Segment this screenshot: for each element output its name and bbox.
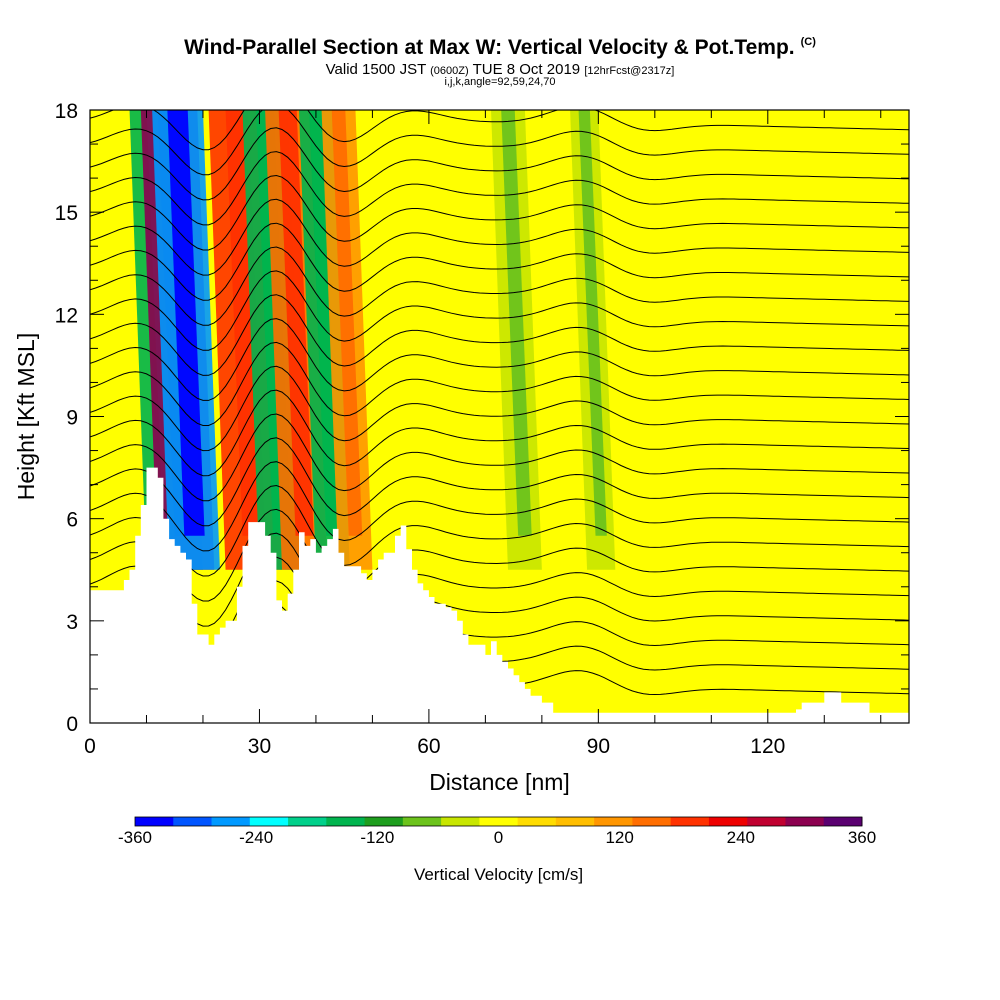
colorbar-tick-label: -360 [118,828,152,847]
potential-temperature-contour [90,365,909,452]
potential-temperature-contour [90,341,909,426]
subtitle-forecast: [12hrFcst@2317z] [584,65,675,77]
colorbar-swatch [479,817,519,826]
colorbar-tick-label: -120 [360,828,394,847]
weak-field-zone [428,110,655,723]
x-tick-label: 30 [248,735,271,758]
potential-temperature-contour [90,532,909,627]
colorbar-swatch [135,817,174,826]
colorbar-swatch [288,817,327,826]
potential-temperature-contour [90,110,909,151]
colorbar-tick-label: 120 [605,828,633,847]
weak-field-zone [812,110,881,723]
colorbar-swatch [249,817,289,826]
y-tick-label: 0 [66,713,78,736]
colorbar-swatch [594,817,633,826]
velocity-band-core [331,110,363,536]
colorbar-swatch [708,817,748,826]
colorbar-swatch [555,817,595,826]
potential-temperature-contour [90,151,909,226]
colorbar-swatch [785,817,825,826]
potential-temperature-contour [90,270,909,351]
colorbar-tick-label: 240 [727,828,755,847]
velocity-band-core [278,110,314,536]
chart-title-text: Wind-Parallel Section at Max W: Vertical… [184,36,795,59]
y-tick-label: 9 [66,407,78,430]
colorbar-swatch [517,817,557,826]
chart-subtitle: Valid 1500 JST (0600Z) TUE 8 Oct 2019 [1… [0,61,1000,78]
potential-temperature-contour [90,437,909,527]
y-tick-label: 3 [66,611,78,634]
potential-temperature-contour [90,222,909,301]
y-axis-label: Height [Kft MSL] [13,333,39,500]
potential-temperature-contour [90,198,909,276]
velocity-band-core [501,110,532,536]
potential-temperature-contour [90,461,909,552]
velocity-band-core [309,110,340,536]
colorbar-frame [134,816,863,827]
potential-temperature-contour [90,389,909,477]
y-axis: 0 3 6 9 12 15 18 Height [Kft MSL] [13,100,909,736]
potential-temperature-contour [90,246,909,326]
x-tick-label: 0 [84,735,96,758]
x-tick-label: 90 [587,735,610,758]
copyright-mark: (C) [800,36,816,48]
colorbar-swatch [211,817,251,826]
x-axis-label: Distance [nm] [429,769,570,795]
colorbar-swatch [173,817,213,826]
potential-temperature-contour [90,294,909,376]
y-tick-label: 12 [55,304,78,327]
potential-temperature-contour [90,508,909,602]
potential-temperature-contour [90,484,909,577]
plot-area [90,110,909,723]
potential-temperature-contour [90,318,909,401]
colorbar-tick-label: 0 [494,828,503,847]
colorbar-swatch [364,817,404,826]
terrain [90,467,909,723]
potential-temperature-contour [90,413,909,502]
y-tick-label: 18 [55,100,78,123]
colorbar-tick-label: 360 [848,828,876,847]
subtitle-utc: (0600Z) [430,65,469,77]
colorbar-swatch [823,817,863,826]
chart-subtitle-indices: i,j,k,angle=92,59,24,70 [444,76,556,88]
colorbar-label: Vertical Velocity [cm/s] [414,865,583,884]
colorbar-swatch [747,817,786,826]
y-tick-label: 6 [66,509,78,532]
x-tick-label: 120 [750,735,785,758]
colorbar-swatch [441,817,480,826]
potential-temperature-contour [90,127,909,201]
x-tick-label: 60 [417,735,440,758]
colorbar-swatch [632,817,672,826]
colorbar-swatch [326,817,366,826]
y-tick-label: 15 [55,202,78,225]
colorbar: -360 -240 -120 0 120 240 360 Vertical Velocity … [118,816,876,884]
colorbar-swatch [402,817,442,826]
colorbar-tick-label: -240 [239,828,273,847]
velocity-band-core [578,110,607,536]
subtitle-date: TUE 8 Oct 2019 [472,61,581,78]
x-axis: 0 30 60 90 120 Distance [nm] [84,110,882,795]
subtitle-valid: Valid 1500 JST [325,61,426,78]
velocity-band-core [167,110,205,536]
colorbar-swatch [670,817,710,826]
potential-temperature-contour [90,174,909,251]
chart-title: Wind-Parallel Section at Max W: Vertical… [0,36,1000,60]
potential-temperature-contour [90,110,909,176]
